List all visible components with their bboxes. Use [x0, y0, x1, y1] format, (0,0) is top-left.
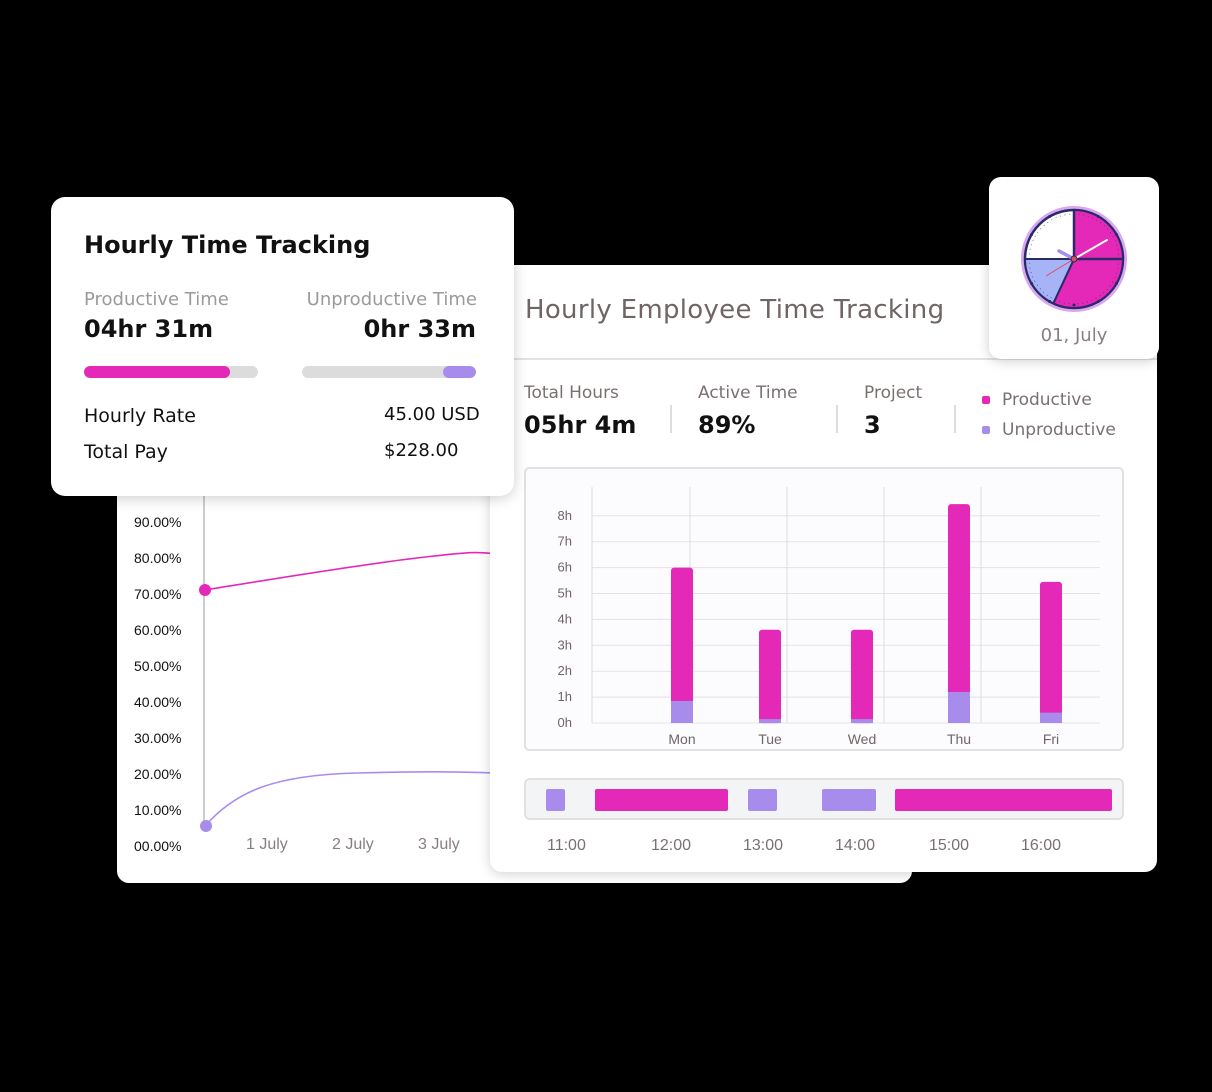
trend-line-chart: [199, 490, 498, 832]
productive-time-label: Productive Time: [84, 289, 229, 310]
y-axis-label: 30.00%: [134, 730, 182, 746]
svg-text:3h: 3h: [558, 637, 572, 652]
svg-text:Thu: Thu: [947, 731, 971, 747]
hourly-timeline: [524, 778, 1124, 820]
svg-text:Tue: Tue: [758, 731, 782, 747]
y-axis-label: 50.00%: [134, 658, 182, 674]
svg-text:7h: 7h: [558, 534, 572, 549]
timeline-hour-label: 15:00: [929, 837, 970, 854]
legend-productive[interactable]: Productive: [982, 385, 1116, 415]
header-divider: [490, 358, 1157, 360]
timeline-hour-label: 12:00: [651, 837, 692, 854]
stat-value: 89%: [698, 411, 756, 439]
productive-progress-bar: [84, 366, 258, 378]
y-axis-label: 40.00%: [134, 694, 182, 710]
svg-text:5h: 5h: [558, 586, 572, 601]
svg-text:0h: 0h: [558, 715, 572, 730]
legend-label: Unproductive: [1002, 420, 1116, 440]
bar-chart-canvas: 0h 1h 2h 3h 4h 5h 6h 7h 8h Mon Tue Wed Thu Fri: [558, 487, 1100, 747]
x-axis-label: 2 July: [332, 836, 374, 853]
unproductive-time-label: Unproductive Time: [306, 289, 477, 310]
legend-label: Productive: [1002, 390, 1092, 410]
clock-date-label: 01, July: [1040, 325, 1108, 346]
unproductive-time-value: 0hr 33m: [363, 315, 476, 343]
productive-time-value: 04hr 31m: [84, 315, 214, 343]
timeline-segment-productive[interactable]: [895, 789, 1113, 811]
x-axis-label: 1 July: [246, 836, 288, 853]
y-axis-label: 80.00%: [134, 550, 182, 566]
y-axis-label: 60.00%: [134, 622, 182, 638]
stat-total-hours: Total Hours 05hr 4m: [524, 383, 636, 439]
timeline-segment-unproductive[interactable]: [545, 789, 566, 811]
svg-text:1h: 1h: [558, 689, 572, 704]
svg-text:8h: 8h: [558, 508, 572, 523]
weekly-bar-chart: 0h 1h 2h 3h 4h 5h 6h 7h 8h Mon Tue Wed Thu Fri: [524, 467, 1124, 751]
clock-icon: [1021, 206, 1127, 312]
svg-text:6h: 6h: [558, 560, 572, 575]
hourly-rate-label: Hourly Rate: [84, 405, 196, 427]
stat-value: 3: [864, 411, 881, 439]
unproductive-start-point[interactable]: [200, 820, 212, 832]
y-axis-label: 10.00%: [134, 802, 182, 818]
stat-divider: [836, 405, 838, 433]
unproductive-trend-line: [205, 771, 498, 826]
stat-label: Active Time: [698, 383, 798, 403]
main-card-title: Hourly Employee Time Tracking: [525, 295, 945, 325]
unproductive-progress-fill: [442, 366, 476, 378]
svg-text:2h: 2h: [558, 663, 572, 678]
svg-text:4h: 4h: [558, 611, 572, 626]
stat-divider: [670, 405, 672, 433]
stat-label: Project: [864, 383, 923, 403]
y-axis-label: 90.00%: [134, 514, 182, 530]
productive-trend-line: [204, 551, 498, 591]
x-axis-label: 3 July: [418, 836, 460, 853]
svg-text:Fri: Fri: [1043, 731, 1059, 747]
card-title: Hourly Time Tracking: [84, 231, 371, 259]
stat-active-time: Active Time 89%: [698, 383, 798, 439]
total-pay-label: Total Pay: [84, 441, 168, 463]
chart-legend: Productive Unproductive: [982, 385, 1116, 445]
legend-unproductive[interactable]: Unproductive: [982, 415, 1116, 445]
timeline-segment-productive[interactable]: [594, 789, 728, 811]
timeline-segment-unproductive[interactable]: [747, 789, 778, 811]
hourly-time-tracking-card: Hourly Time Tracking Productive Time 04h…: [51, 197, 514, 496]
unproductive-progress-bar: [302, 366, 476, 378]
stat-divider: [954, 405, 956, 433]
svg-text:Wed: Wed: [848, 731, 877, 747]
productive-square-icon: [982, 396, 990, 404]
clock-date-card: 01, July: [989, 177, 1159, 359]
unproductive-square-icon: [982, 426, 990, 434]
y-axis-label: 70.00%: [134, 586, 182, 602]
productive-start-point[interactable]: [199, 584, 211, 596]
timeline-hour-label: 13:00: [743, 837, 784, 854]
timeline-segment-unproductive[interactable]: [821, 789, 876, 811]
timeline-hour-label: 14:00: [835, 837, 876, 854]
stat-value: 05hr 4m: [524, 411, 637, 439]
total-pay-value: $228.00: [384, 440, 459, 461]
employee-time-tracking-card: Hourly Employee Time Tracking Total Hour…: [490, 265, 1157, 872]
timeline-hour-label: 11:00: [547, 837, 586, 854]
productive-progress-fill: [84, 366, 231, 378]
stat-label: Total Hours: [524, 383, 619, 403]
y-axis-label: 20.00%: [134, 766, 182, 782]
timeline-hour-label: 16:00: [1021, 837, 1062, 854]
stat-project: Project 3: [864, 383, 922, 439]
svg-text:Mon: Mon: [668, 731, 695, 747]
y-axis-label: 00.00%: [134, 838, 182, 854]
hourly-rate-value: 45.00 USD: [384, 404, 480, 425]
